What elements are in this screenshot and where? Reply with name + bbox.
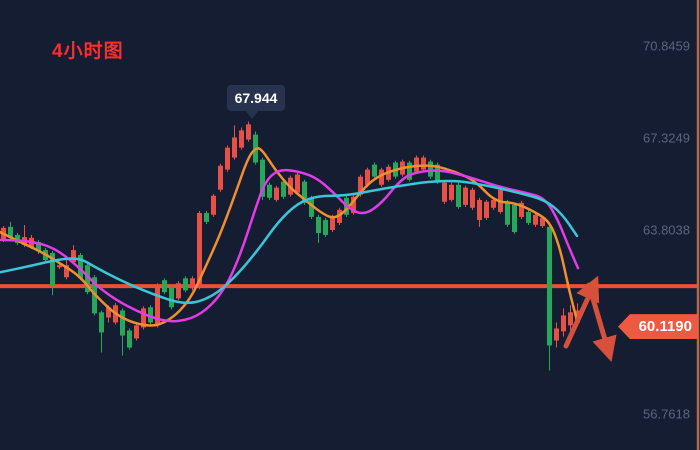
candle-body bbox=[330, 216, 335, 230]
candle-body bbox=[106, 307, 111, 318]
ma-line-MA-fast bbox=[0, 147, 579, 327]
y-axis-label: 70.8459 bbox=[643, 38, 690, 54]
peak-price-tooltip: 67.944 bbox=[227, 85, 285, 119]
candle-body bbox=[141, 308, 146, 328]
candle-body bbox=[71, 250, 76, 263]
candle-body bbox=[463, 187, 468, 205]
candle-body bbox=[449, 184, 454, 200]
candle-body bbox=[246, 124, 251, 140]
candle-body bbox=[540, 217, 545, 227]
candle-body bbox=[176, 283, 181, 299]
candle-body bbox=[8, 226, 13, 238]
candle-body bbox=[295, 174, 300, 193]
y-axis-label: 56.7618 bbox=[643, 406, 690, 422]
candle-body bbox=[365, 169, 370, 185]
candle-body bbox=[477, 199, 482, 221]
candle-body bbox=[274, 187, 279, 200]
candle-body bbox=[267, 184, 272, 198]
candle-body bbox=[218, 165, 223, 190]
candle-body bbox=[372, 164, 377, 177]
chart-title: 4小时图 bbox=[52, 41, 124, 62]
candle-body bbox=[512, 204, 517, 233]
candle-body bbox=[211, 195, 216, 215]
candle-body bbox=[358, 176, 363, 195]
ma-line-MA-slow bbox=[0, 179, 579, 305]
candle-body bbox=[554, 328, 559, 341]
candle-body bbox=[85, 265, 90, 293]
candle-body bbox=[120, 310, 125, 336]
candle-body bbox=[414, 157, 419, 172]
candle-body bbox=[155, 285, 160, 326]
candle-body bbox=[442, 182, 447, 202]
candle-body bbox=[260, 159, 265, 197]
candle-body bbox=[316, 216, 321, 234]
y-axis-label: 63.8038 bbox=[643, 222, 690, 238]
last-price-label: 60.1190 bbox=[638, 318, 692, 336]
last-price-tag: 60.1190 bbox=[618, 314, 698, 340]
candle-body bbox=[435, 164, 440, 182]
candle-body bbox=[162, 280, 167, 293]
candle-body bbox=[309, 197, 314, 217]
candle-body bbox=[127, 330, 132, 348]
candle-body bbox=[526, 211, 531, 223]
candle-body bbox=[232, 137, 237, 158]
candle-body bbox=[15, 234, 20, 244]
candle-body bbox=[190, 278, 195, 289]
forecast-arrow-annotation[interactable] bbox=[563, 275, 617, 362]
candle-body bbox=[169, 287, 174, 308]
ma-line-MA-mid bbox=[0, 168, 580, 323]
candle-body bbox=[204, 212, 209, 222]
candle-body bbox=[428, 161, 433, 177]
candle-body bbox=[225, 147, 230, 170]
candle-body bbox=[456, 184, 461, 207]
arrow-down-stroke bbox=[586, 282, 617, 362]
candle-body bbox=[421, 157, 426, 170]
candle-body bbox=[134, 325, 139, 339]
candle-body bbox=[547, 226, 552, 346]
candle-body bbox=[50, 252, 55, 286]
candle-body bbox=[568, 312, 573, 326]
candle-body bbox=[470, 189, 475, 208]
candle-body bbox=[533, 214, 538, 225]
candle-body bbox=[302, 181, 307, 203]
candle-body bbox=[407, 162, 412, 180]
candle-body bbox=[351, 196, 356, 213]
candle-body bbox=[491, 199, 496, 208]
candle-body bbox=[281, 181, 286, 197]
arrow-up-stroke bbox=[563, 275, 600, 349]
candle-body bbox=[379, 169, 384, 185]
candle-body bbox=[57, 265, 62, 268]
candle-body bbox=[64, 265, 69, 278]
candle-body bbox=[519, 202, 524, 217]
candle-body bbox=[99, 312, 104, 333]
candle-body bbox=[197, 212, 202, 288]
candle-body bbox=[505, 201, 510, 225]
y-axis-label: 67.3249 bbox=[643, 130, 690, 146]
candle-body bbox=[36, 241, 41, 252]
candle-body bbox=[561, 315, 566, 332]
candle-body bbox=[484, 201, 489, 218]
candle-body bbox=[148, 307, 153, 323]
candle-body bbox=[323, 220, 328, 235]
candle-body bbox=[78, 255, 83, 279]
candle-body bbox=[239, 130, 244, 148]
tooltip-pointer-icon bbox=[245, 110, 259, 119]
peak-price-label: 67.944 bbox=[234, 90, 278, 106]
candle-body bbox=[183, 278, 188, 291]
